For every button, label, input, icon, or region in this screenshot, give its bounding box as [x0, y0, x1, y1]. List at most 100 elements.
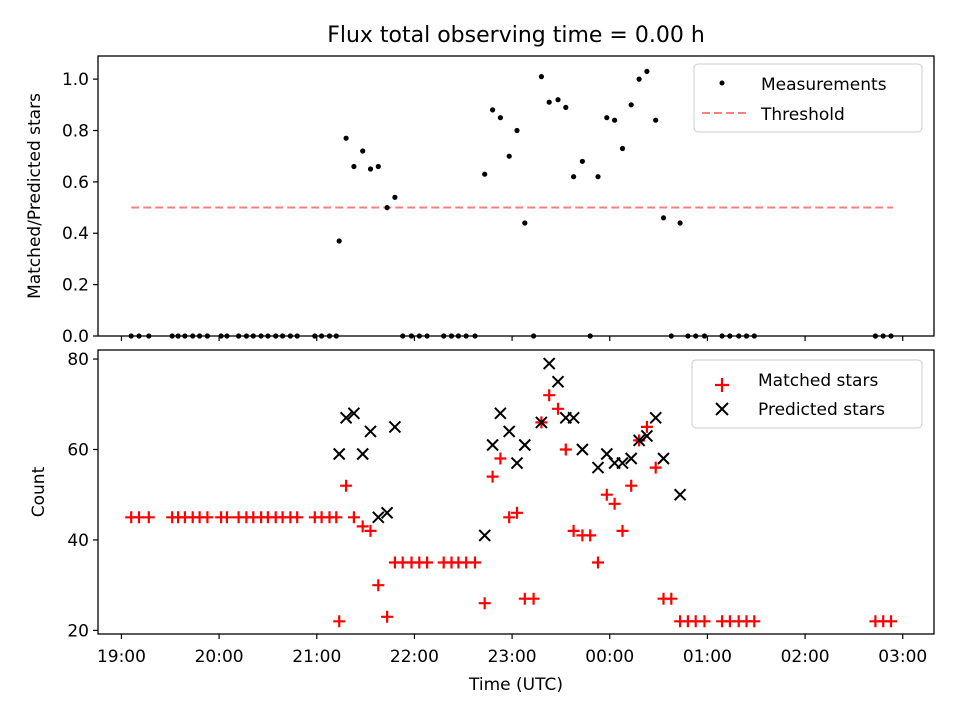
measurement-point — [612, 117, 618, 123]
legend-measurements-label: Measurements — [761, 75, 887, 95]
matched-star-point — [584, 529, 597, 542]
predicted-star-point — [380, 506, 394, 520]
predicted-star-point — [494, 407, 507, 420]
measurement-point — [506, 153, 512, 159]
matched-star-point — [567, 524, 580, 537]
matched-star-point — [330, 511, 343, 524]
x-tick-label: 20:00 — [195, 647, 244, 667]
predicted-star-point — [332, 447, 346, 461]
matched-star-point — [885, 615, 897, 628]
bottom-legend-box — [691, 359, 923, 429]
measurement-point — [555, 97, 561, 103]
bottom-y-tick-label: 60 — [67, 440, 89, 460]
measurement-point — [522, 220, 528, 226]
predicted-star-point — [478, 529, 491, 542]
matched-star-point — [698, 615, 711, 628]
measurement-point — [604, 115, 610, 121]
matched-star-point — [478, 597, 491, 610]
measurement-point — [343, 135, 349, 141]
predicted-star-point — [649, 411, 662, 425]
matched-star-point — [511, 506, 523, 519]
top-legend: Measurements Threshold — [693, 63, 923, 133]
predicted-star-point — [510, 456, 524, 470]
predicted-star-point — [364, 425, 377, 438]
predicted-star-point — [542, 357, 556, 370]
top-y-tick-label: 0.4 — [62, 224, 89, 244]
matched-star-point — [469, 556, 481, 569]
matched-star-point — [486, 470, 499, 483]
matched-star-point — [291, 511, 304, 524]
legend-predicted-marker — [715, 402, 729, 416]
x-tick-label: 01:00 — [683, 647, 732, 667]
matched-star-point — [503, 511, 516, 524]
matched-star-point — [372, 579, 385, 592]
matched-star-point — [559, 443, 572, 456]
matched-star-point — [640, 420, 653, 433]
matched-star-point — [381, 610, 394, 623]
measurement-point — [367, 166, 374, 172]
legend-matched-marker — [715, 378, 729, 392]
measurement-point — [360, 148, 366, 154]
x-tick-label: 22:00 — [390, 647, 439, 667]
x-tick-label: 19:00 — [97, 647, 146, 667]
predicted-star-point — [591, 461, 605, 474]
measurement-point — [628, 102, 634, 108]
predicted-star-point — [616, 456, 629, 470]
matched-star-point — [616, 524, 629, 537]
x-tick-label: 03:00 — [878, 647, 927, 667]
measurement-point — [660, 215, 667, 221]
measurement-point — [546, 99, 552, 105]
bottom-y-tick-label: 40 — [67, 531, 89, 551]
x-tick-label: 23:00 — [488, 647, 537, 667]
x-tick-label: 21:00 — [292, 647, 341, 667]
legend-measurement-marker — [719, 80, 725, 86]
legend-predicted-label: Predicted stars — [758, 400, 885, 420]
predicted-star-point — [356, 447, 369, 461]
matched-star-point — [421, 556, 434, 569]
bottom-y-tick-label: 20 — [67, 621, 89, 641]
top-legend-box — [693, 63, 923, 133]
predicted-star-point — [347, 407, 361, 420]
bottom-y-axis-label: Count — [29, 466, 49, 517]
matched-star-point — [608, 497, 621, 510]
predicted-star-point — [657, 452, 670, 465]
top-y-tick-label: 0.0 — [62, 327, 89, 347]
measurement-point — [653, 117, 659, 123]
measurement-point — [336, 238, 342, 244]
matched-star-point — [552, 402, 564, 415]
predicted-star-point — [632, 434, 646, 447]
matched-star-point — [625, 479, 638, 492]
bottom-axes-frame — [97, 349, 935, 635]
bottom-panel: 20 40 60 80 19:00 20:00 21:00 22:00 23:00 00:00 0… — [29, 336, 935, 695]
matched-star-point — [592, 556, 604, 569]
matched-star-point — [220, 511, 233, 524]
matched-star-point — [527, 592, 540, 605]
predicted-star-point — [535, 416, 548, 429]
x-tick-label: 02:00 — [781, 647, 830, 667]
x-tick-label: 00:00 — [585, 647, 634, 667]
matched-star-point — [600, 488, 613, 501]
measurement-point — [677, 220, 683, 226]
legend-threshold-label: Threshold — [760, 105, 845, 125]
top-y-tick-label: 0.6 — [62, 173, 89, 193]
predicted-star-point — [486, 438, 499, 452]
matched-star-point — [201, 511, 214, 524]
measurement-point — [497, 115, 503, 121]
matched-star-point — [649, 461, 662, 474]
predicted-star-point — [673, 488, 687, 501]
predicted-star-point — [388, 420, 402, 434]
measurement-point — [619, 145, 626, 152]
measurement-point — [514, 127, 520, 134]
bottom-y-tick-label: 80 — [67, 350, 89, 370]
top-panel: 0.0 0.2 0.4 0.6 0.8 1.0 Matched/Predicted sta… — [25, 55, 935, 347]
predicted-star-point — [576, 443, 589, 456]
measurement-point — [644, 68, 650, 74]
matched-star-point — [543, 389, 556, 402]
matched-star-point — [665, 592, 678, 605]
top-y-tick-label: 1.0 — [62, 70, 89, 90]
matched-star-point — [364, 524, 377, 537]
measurement-point — [490, 107, 496, 113]
top-y-tick-label: 0.8 — [62, 121, 89, 141]
measurement-point — [482, 171, 488, 177]
